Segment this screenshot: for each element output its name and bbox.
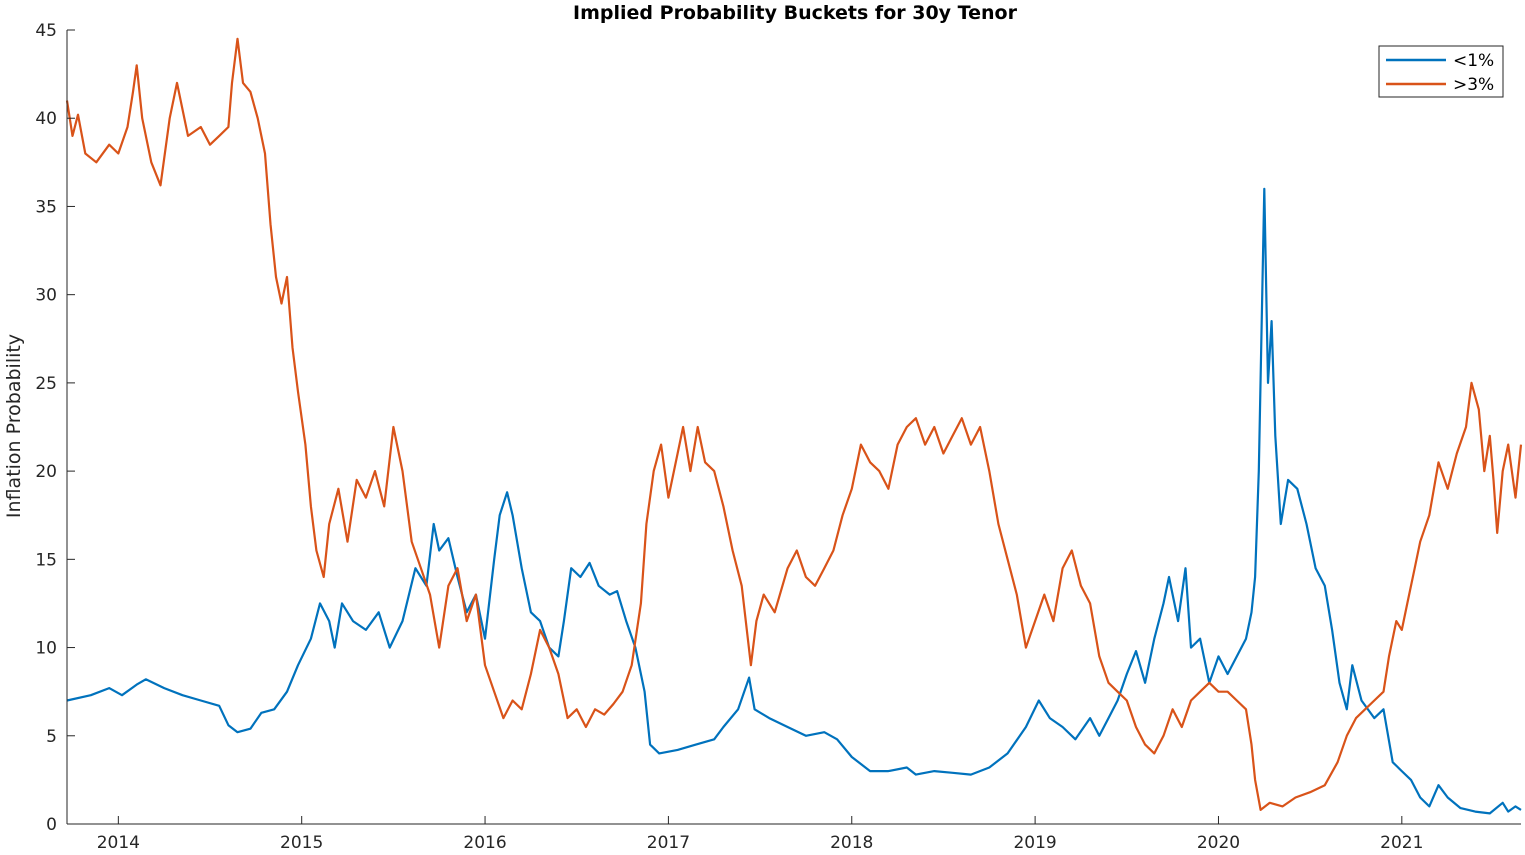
x-tick-label: 2019: [1013, 833, 1056, 853]
x-tick-label: 2014: [97, 833, 140, 853]
y-tick-label: 15: [35, 550, 57, 570]
legend-label-series-1: <1%: [1453, 51, 1494, 71]
series-line-1: [66, 187, 1522, 815]
y-tick-label: 10: [35, 639, 57, 659]
x-tick-label: 2015: [280, 833, 323, 853]
legend-box: [1378, 45, 1504, 98]
legend-label-series-2: >3%: [1453, 75, 1494, 95]
chart-title: Implied Probability Buckets for 30y Teno…: [573, 2, 1018, 24]
y-axis: 0 5 10 15 20 25 30 35 40 45: [35, 21, 75, 835]
legend: <1% >3%: [1378, 45, 1504, 98]
series-line-2: [65, 37, 1523, 811]
x-tick-label: 2020: [1197, 833, 1240, 853]
y-tick-label: 40: [35, 109, 57, 129]
y-axis-label: Inflation Probability: [3, 334, 25, 518]
y-tick-label: 45: [35, 21, 57, 41]
x-axis: 2014 2015 2016 2017 2018 2019 2020 2021: [67, 816, 1521, 853]
y-tick-label: 30: [35, 286, 57, 306]
y-tick-label: 20: [35, 462, 57, 482]
y-tick-label: 25: [35, 374, 57, 394]
plot-area: [65, 37, 1523, 815]
y-tick-label: 5: [46, 727, 57, 747]
x-tick-label: 2016: [463, 833, 506, 853]
x-tick-label: 2021: [1380, 833, 1423, 853]
x-tick-label: 2017: [647, 833, 690, 853]
y-tick-label: 35: [35, 197, 57, 217]
x-tick-label: 2018: [830, 833, 873, 853]
y-tick-label: 0: [46, 815, 57, 835]
